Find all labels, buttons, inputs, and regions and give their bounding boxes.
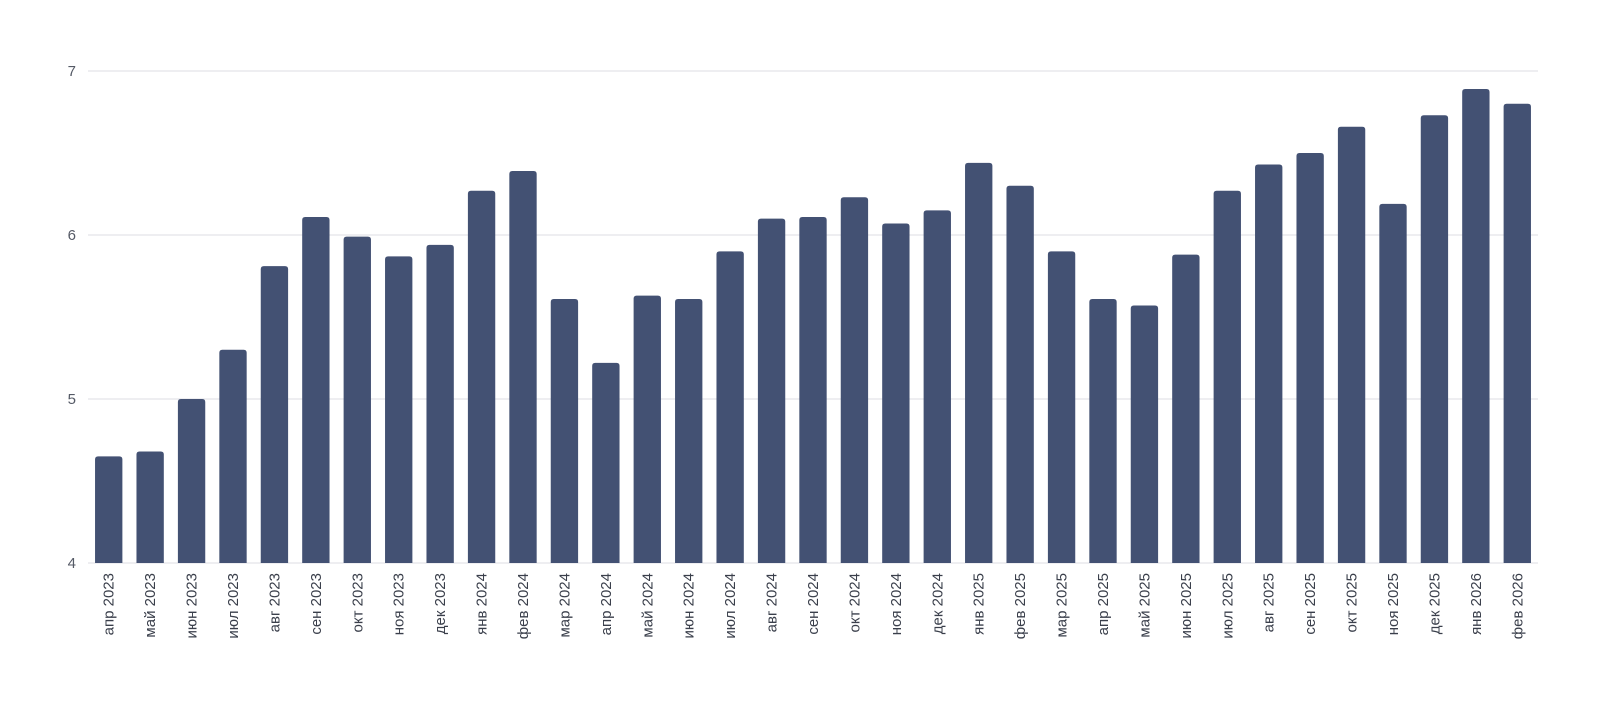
x-tick-label: июн 2024 xyxy=(681,573,698,638)
bar-11 xyxy=(550,298,579,563)
bar-29 xyxy=(1296,153,1324,563)
bar-17 xyxy=(799,216,827,563)
x-tick-label: янв 2025 xyxy=(971,573,988,635)
y-axis-ticks: 4 5 6 7 xyxy=(68,63,76,572)
bar-19 xyxy=(882,223,910,563)
bar-2 xyxy=(177,399,206,563)
bar-18 xyxy=(840,197,869,563)
x-tick-label: ноя 2023 xyxy=(391,573,408,635)
bar-16 xyxy=(757,218,786,563)
bar-32 xyxy=(1420,115,1449,563)
bar-7 xyxy=(385,256,413,563)
y-tick-label: 6 xyxy=(68,227,76,244)
x-tick-label: сен 2023 xyxy=(308,573,325,635)
y-tick-label: 7 xyxy=(68,63,76,80)
bar-15 xyxy=(716,251,744,563)
bar-31 xyxy=(1379,203,1407,563)
x-tick-label: янв 2024 xyxy=(474,573,491,635)
y-tick-label: 4 xyxy=(68,555,76,572)
x-tick-label: окт 2023 xyxy=(349,573,366,632)
bar-22 xyxy=(1006,185,1034,564)
x-tick-label: фев 2026 xyxy=(1509,573,1526,639)
x-tick-label: июл 2024 xyxy=(722,573,739,639)
bar-4 xyxy=(260,266,289,563)
x-tick-label: дек 2024 xyxy=(929,573,946,634)
bar-0 xyxy=(95,456,123,563)
x-tick-label: авг 2025 xyxy=(1261,573,1278,632)
x-axis-labels: апр 2023 май 2023 июн 2023 июл 2023 авг 2023… xyxy=(101,573,1527,639)
bar-24 xyxy=(1089,298,1117,563)
bar-12 xyxy=(592,362,620,563)
bar-33 xyxy=(1462,89,1490,563)
x-tick-label: ноя 2024 xyxy=(888,573,905,635)
x-tick-label: июн 2023 xyxy=(184,573,201,638)
x-tick-label: сен 2025 xyxy=(1302,573,1319,635)
bar-8 xyxy=(426,244,454,563)
bar-3 xyxy=(219,349,247,563)
bar-25 xyxy=(1130,305,1159,563)
x-tick-label: апр 2023 xyxy=(101,573,118,635)
x-tick-label: сен 2024 xyxy=(805,573,822,635)
bar-14 xyxy=(675,298,703,563)
bar-10 xyxy=(509,171,537,564)
x-tick-label: май 2025 xyxy=(1136,573,1153,638)
x-tick-label: мар 2024 xyxy=(556,573,573,638)
y-tick-label: 5 xyxy=(68,391,76,408)
x-tick-label: авг 2024 xyxy=(764,573,781,632)
x-tick-label: дек 2023 xyxy=(432,573,449,634)
bar-20 xyxy=(923,210,951,563)
x-tick-label: окт 2025 xyxy=(1344,573,1361,632)
x-tick-label: июн 2025 xyxy=(1178,573,1195,638)
x-tick-label: июл 2023 xyxy=(225,573,242,639)
x-tick-label: июл 2025 xyxy=(1219,573,1236,639)
bar-6 xyxy=(343,236,371,563)
x-tick-label: май 2023 xyxy=(142,573,159,638)
x-tick-label: апр 2024 xyxy=(598,573,615,635)
x-tick-label: дек 2025 xyxy=(1426,573,1443,634)
bar-23 xyxy=(1047,251,1076,563)
bar-34 xyxy=(1503,103,1531,564)
bar-30 xyxy=(1337,126,1366,563)
x-tick-label: янв 2026 xyxy=(1468,573,1485,635)
bar-13 xyxy=(633,295,661,563)
x-tick-label: окт 2024 xyxy=(846,573,863,632)
bar-5 xyxy=(302,216,330,563)
x-tick-label: фев 2024 xyxy=(515,573,532,639)
bar-26 xyxy=(1172,254,1200,563)
bar-27 xyxy=(1213,190,1241,563)
bar-9 xyxy=(467,190,496,563)
x-tick-label: май 2024 xyxy=(639,573,656,638)
bars xyxy=(95,89,1531,564)
x-tick-label: ноя 2025 xyxy=(1385,573,1402,635)
bar-28 xyxy=(1255,164,1283,564)
x-tick-label: мар 2025 xyxy=(1054,573,1071,638)
x-tick-label: апр 2025 xyxy=(1095,573,1112,635)
x-tick-label: фев 2025 xyxy=(1012,573,1029,639)
bar-1 xyxy=(136,451,164,563)
x-tick-label: авг 2023 xyxy=(266,573,283,632)
bar-21 xyxy=(965,162,993,563)
